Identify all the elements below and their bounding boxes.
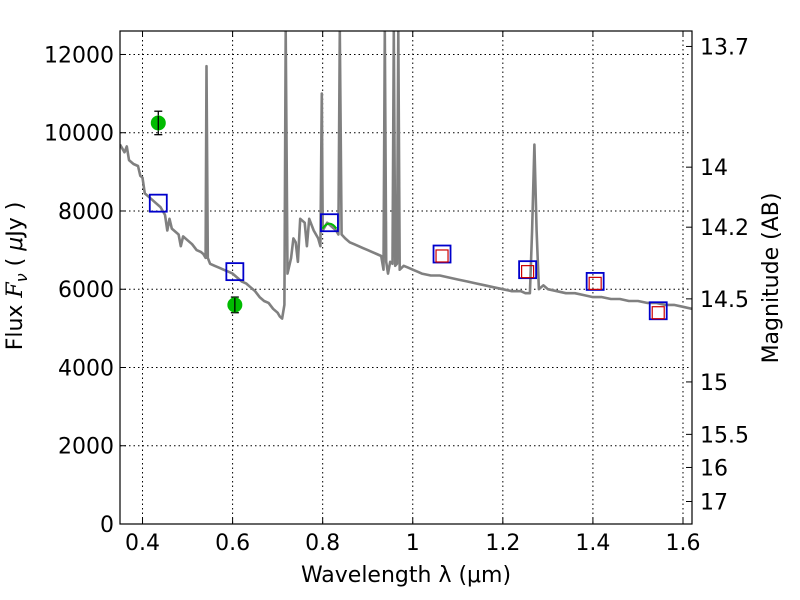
- spectrum-line: [120, 31, 692, 320]
- grid: [120, 31, 692, 525]
- plot-frame: [119, 30, 693, 525]
- y-tick-label: 0: [100, 513, 114, 538]
- model-marker: [320, 213, 339, 233]
- x-axis: 0.4 0.6 0.8 1 1.2 1.4 1.6: [125, 31, 700, 556]
- model-marker: [148, 193, 168, 213]
- y-tick-label: 10000: [44, 122, 114, 147]
- y2-tick-label: 14.5: [700, 288, 749, 313]
- y-tick-label: 2000: [58, 435, 114, 460]
- y2-tick-label: 14.2: [700, 216, 749, 241]
- x-tick-label: 0.4: [125, 531, 160, 556]
- x-tick-label: 1.6: [665, 531, 700, 556]
- y2-tick-label: 16: [700, 456, 728, 481]
- x-tick-label: 0.6: [215, 531, 250, 556]
- x-axis-label: Wavelength λ (μm): [301, 563, 511, 588]
- y-tick-label: 8000: [58, 200, 114, 225]
- y-axis-label: Flux Fν ( μJy ): [3, 202, 31, 351]
- observed-marker: [651, 306, 665, 320]
- model-marker: [225, 262, 245, 282]
- observed-marker: [588, 276, 602, 290]
- y2-tick-label: 15.5: [700, 423, 749, 448]
- optical-point: [321, 222, 338, 230]
- y-axis: 0 2000 4000 6000 8000 10000 12000: [44, 43, 126, 538]
- y2-tick-label: 13.7: [700, 35, 749, 60]
- x-tick-label: 0.8: [305, 531, 340, 556]
- y2-tick-label: 17: [700, 491, 728, 516]
- y2-tick-label: 14: [700, 156, 728, 181]
- x-tick-label: 1: [406, 531, 420, 556]
- x-tick-label: 1.2: [485, 531, 520, 556]
- observed-marker: [435, 249, 449, 263]
- y2-tick-label: 15: [700, 371, 728, 396]
- y2-axis-label: Magnitude (AB): [759, 193, 784, 364]
- y2-axis: 13.7 14 14.2 14.5 15 15.5 16 17: [686, 35, 749, 516]
- plot-area: [120, 31, 692, 321]
- y-tick-label: 4000: [58, 356, 114, 381]
- observed-marker: [521, 265, 535, 279]
- x-tick-label: 1.4: [575, 531, 610, 556]
- y-tick-label: 12000: [44, 43, 114, 68]
- y-tick-label: 6000: [58, 278, 114, 303]
